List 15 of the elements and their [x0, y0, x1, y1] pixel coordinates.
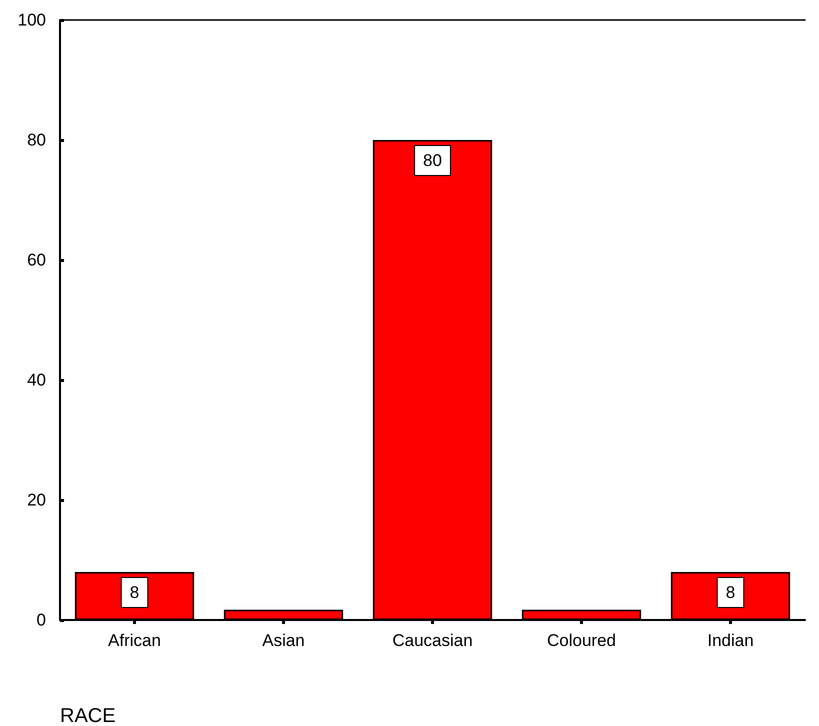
x-tick-label: Caucasian [392, 631, 473, 650]
y-tick-label: 40 [27, 370, 46, 390]
data-label: 80 [423, 151, 442, 170]
x-axis-title: RACE [60, 705, 116, 726]
x-tick-label: Indian [707, 631, 754, 650]
data-label: 8 [130, 583, 140, 602]
x-tick-label: Asian [262, 631, 305, 650]
x-tick-label: Coloured [547, 631, 616, 650]
y-tick-label: 20 [27, 490, 46, 510]
x-tick-label: African [108, 631, 161, 650]
data-label: 8 [726, 583, 736, 602]
y-tick-label: 0 [36, 610, 46, 630]
y-tick-label: 80 [27, 130, 46, 150]
y-tick-label: 100 [18, 10, 46, 30]
y-tick-label: 60 [27, 250, 46, 270]
